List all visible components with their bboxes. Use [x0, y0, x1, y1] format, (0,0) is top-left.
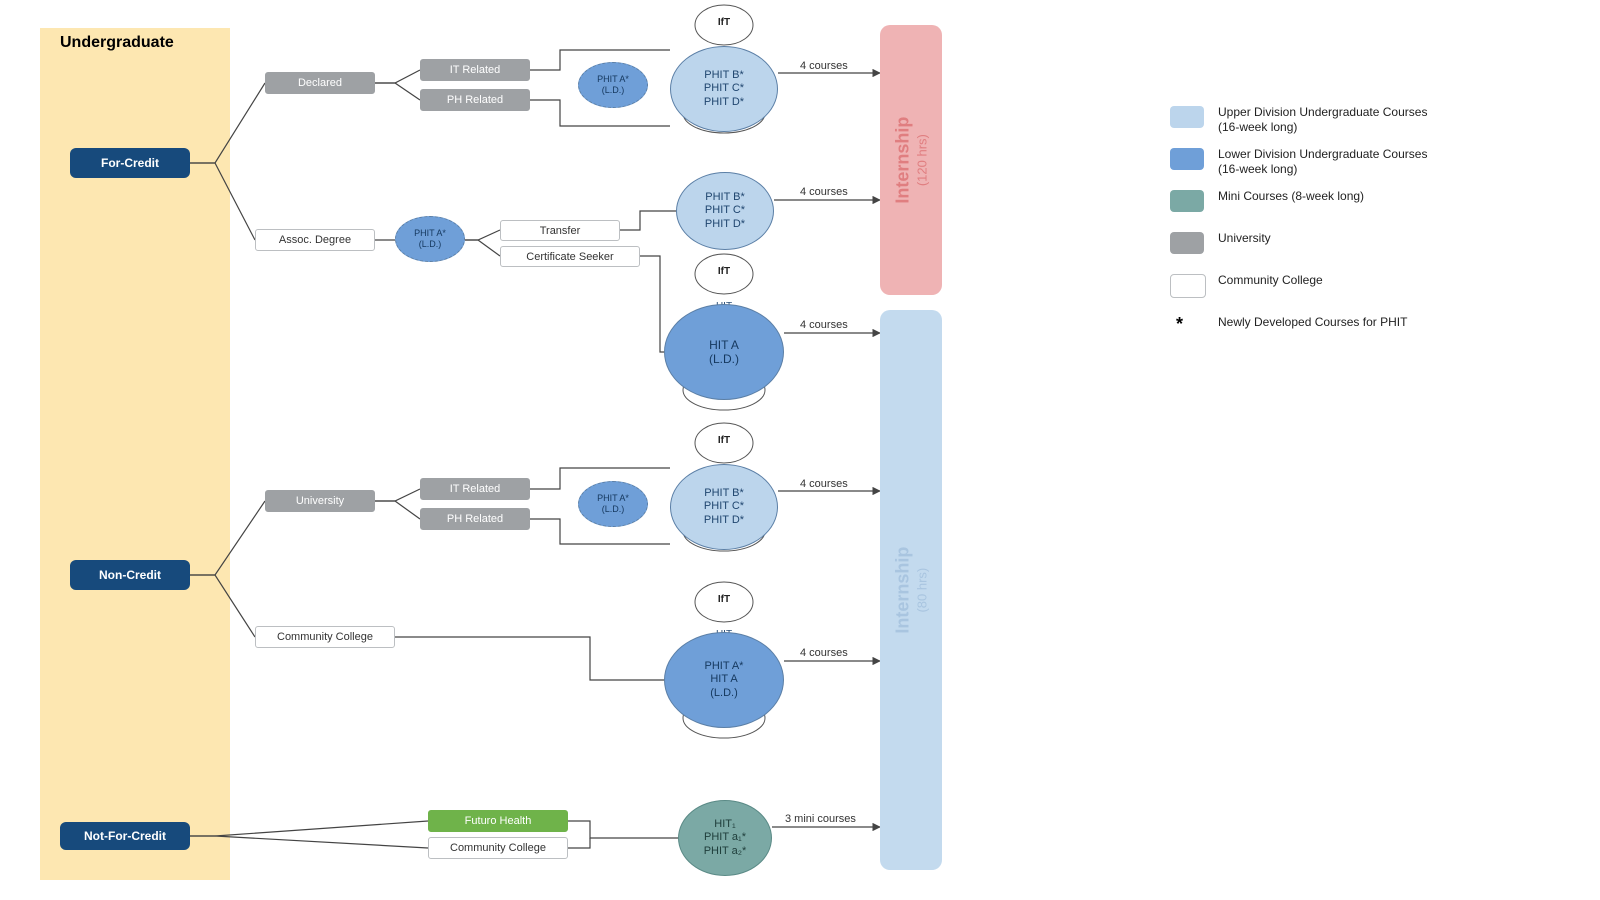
edge-label-3: 4 courses	[800, 478, 848, 490]
edge-9	[620, 211, 676, 230]
node-cluster-1-main: PHIT B*PHIT C*PHIT D*	[670, 46, 778, 132]
node-line: PHIT D*	[704, 514, 744, 527]
node-not-for-credit: Not-For-Credit	[60, 822, 190, 850]
cluster-top-label: IfT	[704, 266, 744, 277]
node-line: HIT A	[710, 673, 737, 686]
edge-17	[395, 637, 664, 680]
node-ph-related-2: PH Related	[420, 508, 530, 530]
legend-swatch-2	[1170, 190, 1204, 212]
edge-21	[568, 838, 590, 848]
edge-13	[375, 489, 420, 501]
node-line: PHIT A*	[705, 660, 744, 673]
node-futuro: Futuro Health	[428, 810, 568, 832]
node-line: PHIT B*	[705, 191, 745, 204]
node-line: (L.D.)	[602, 85, 625, 96]
node-non-credit: Non-Credit	[70, 560, 190, 590]
edge-label-2: 4 courses	[800, 319, 848, 331]
node-cluster-3-main: HIT A(L.D.)	[664, 304, 784, 400]
legend-swatch-0	[1170, 106, 1204, 128]
legend-label-5: Newly Developed Courses for PHIT	[1218, 315, 1407, 330]
node-line: PHIT B*	[704, 487, 744, 500]
cluster-top-label: IfT	[704, 435, 744, 446]
node-line: HIT₁	[714, 818, 735, 831]
edge-label-1: 4 courses	[800, 186, 848, 198]
legend-label-2: Mini Courses (8-week long)	[1218, 189, 1364, 204]
node-line: HIT A	[709, 338, 739, 352]
internship-intern-80: Internship(80 hrs)	[880, 310, 942, 870]
node-ph-related-1: PH Related	[420, 89, 530, 111]
node-transfer: Transfer	[500, 220, 620, 241]
node-community-college-nfc: Community College	[428, 837, 568, 859]
edge-3	[375, 83, 420, 100]
legend-label-0: Upper Division Undergraduate Courses (16…	[1218, 105, 1427, 135]
edge-label-0: 4 courses	[800, 60, 848, 72]
node-cluster-4-main: PHIT B*PHIT C*PHIT D*	[670, 464, 778, 550]
node-line: PHIT C*	[705, 204, 745, 217]
legend-label-3: University	[1218, 231, 1271, 246]
internship-title: Internship	[891, 116, 914, 203]
node-line: PHIT D*	[704, 96, 744, 109]
node-it-related-2: IT Related	[420, 478, 530, 500]
node-community-college-nc: Community College	[255, 626, 395, 648]
node-it-related-1: IT Related	[420, 59, 530, 81]
legend-swatch-3	[1170, 232, 1204, 254]
internship-title: Internship	[891, 546, 914, 633]
internship-intern-120: Internship(120 hrs)	[880, 25, 942, 295]
node-line: PHIT a₂*	[704, 845, 747, 858]
node-university: University	[265, 490, 375, 512]
node-line: PHIT C*	[704, 82, 744, 95]
node-line: PHIT C*	[704, 500, 744, 513]
edge-14	[375, 501, 420, 519]
node-assoc-degree: Assoc. Degree	[255, 229, 375, 251]
edge-2	[375, 70, 420, 83]
cluster-top-label: IfT	[704, 17, 744, 28]
legend-star-icon: *	[1176, 314, 1196, 334]
node-line: (L.D.)	[602, 504, 625, 515]
node-line: PHIT A*	[597, 74, 629, 85]
node-line: (L.D.)	[419, 239, 442, 250]
node-for-credit: For-Credit	[70, 148, 190, 178]
node-line: PHIT B*	[704, 69, 744, 82]
edge-20	[568, 821, 678, 838]
edge-10	[640, 256, 664, 352]
node-declared: Declared	[265, 72, 375, 94]
node-phita-2: PHIT A*(L.D.)	[395, 216, 465, 262]
node-cluster-5-main: PHIT A*HIT A(L.D.)	[664, 632, 784, 728]
internship-sub: (80 hrs)	[914, 546, 931, 633]
node-phita-3: PHIT A*(L.D.)	[578, 481, 648, 527]
internship-sub: (120 hrs)	[914, 116, 931, 203]
legend-swatch-4	[1170, 274, 1206, 298]
edge-8	[465, 240, 500, 256]
node-phita-1: PHIT A*(L.D.)	[578, 62, 648, 108]
legend-swatch-1	[1170, 148, 1204, 170]
legend-label-1: Lower Division Undergraduate Courses (16…	[1218, 147, 1427, 177]
edge-label-5: 3 mini courses	[785, 813, 856, 825]
node-mini-main: HIT₁PHIT a₁*PHIT a₂*	[678, 800, 772, 876]
node-line: (L.D.)	[709, 352, 739, 366]
node-line: PHIT A*	[414, 228, 446, 239]
page-title: Undergraduate	[60, 34, 174, 52]
cluster-top-label: IfT	[704, 594, 744, 605]
node-line: PHIT A*	[597, 493, 629, 504]
node-cert-seeker: Certificate Seeker	[500, 246, 640, 267]
edge-label-4: 4 courses	[800, 647, 848, 659]
node-line: PHIT D*	[705, 218, 745, 231]
legend-label-4: Community College	[1218, 273, 1323, 288]
node-line: PHIT a₁*	[704, 831, 746, 844]
edge-7	[465, 230, 500, 240]
node-line: (L.D.)	[710, 687, 738, 700]
node-cluster-2-main: PHIT B*PHIT C*PHIT D*	[676, 172, 774, 250]
